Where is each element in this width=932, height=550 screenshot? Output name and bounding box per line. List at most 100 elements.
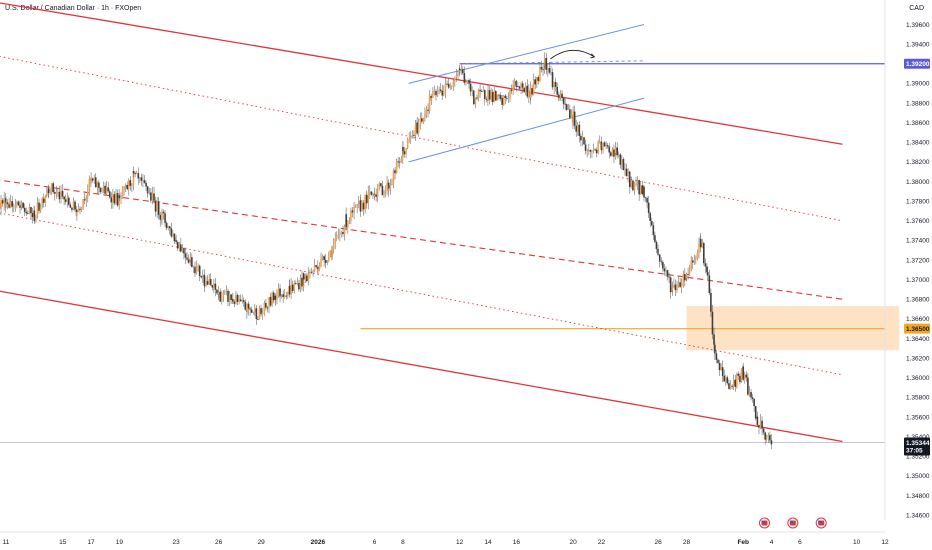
candle xyxy=(244,302,247,310)
candle xyxy=(619,154,622,165)
candle xyxy=(22,202,24,208)
candle xyxy=(721,367,724,376)
candle xyxy=(565,104,568,110)
price-tick-label: 1.37400 xyxy=(906,238,930,245)
candle xyxy=(208,279,210,285)
candle xyxy=(457,74,459,76)
candle xyxy=(156,201,158,212)
candle xyxy=(101,189,103,192)
candle xyxy=(706,272,709,276)
candle xyxy=(444,83,447,91)
candle xyxy=(471,90,473,92)
candle xyxy=(340,232,343,235)
candle xyxy=(536,77,538,85)
candle xyxy=(258,308,261,320)
candle xyxy=(93,177,95,181)
candle xyxy=(663,268,666,272)
candle xyxy=(715,353,718,360)
time-tick-label: 23 xyxy=(173,539,181,546)
candle xyxy=(328,254,330,261)
candle xyxy=(127,180,130,190)
candle xyxy=(409,136,412,139)
candle xyxy=(331,249,333,258)
candle xyxy=(368,191,371,193)
time-tick-label: 4 xyxy=(770,539,774,546)
candle xyxy=(315,265,318,267)
candle xyxy=(461,69,464,74)
price-tick-label: 1.38200 xyxy=(906,159,930,166)
candle xyxy=(720,367,722,371)
candle xyxy=(47,188,50,194)
time-tick-label: 29 xyxy=(258,539,266,546)
time-tick-label: 6 xyxy=(798,539,802,546)
candle xyxy=(232,299,234,302)
candle xyxy=(657,253,659,255)
time-tick-label: 8 xyxy=(401,539,405,546)
candle xyxy=(135,173,138,174)
candle xyxy=(392,170,395,184)
candle xyxy=(280,294,283,297)
candle xyxy=(463,73,466,83)
candle xyxy=(682,274,685,286)
price-tick-label: 1.35200 xyxy=(906,454,930,461)
candle xyxy=(460,69,463,71)
candle xyxy=(172,233,174,237)
candle xyxy=(309,271,311,274)
candle xyxy=(235,294,237,305)
candle xyxy=(38,202,40,211)
candle xyxy=(332,244,335,250)
candle xyxy=(696,252,699,258)
candle xyxy=(759,420,762,428)
price-tick-label: 1.36000 xyxy=(906,375,930,382)
time-tick-label: 15 xyxy=(59,539,67,546)
candle xyxy=(350,210,352,221)
candle xyxy=(405,148,407,155)
price-tick-label: 1.38400 xyxy=(906,140,930,147)
candle xyxy=(413,135,415,136)
candle xyxy=(64,199,67,202)
candle xyxy=(641,185,644,195)
candle xyxy=(242,300,245,303)
candle xyxy=(586,150,589,152)
candle xyxy=(679,282,681,288)
candle xyxy=(691,260,694,263)
candle xyxy=(524,85,527,92)
candle xyxy=(417,124,420,134)
candle xyxy=(348,220,351,222)
candle xyxy=(304,275,307,280)
candle xyxy=(373,194,376,197)
candle xyxy=(383,191,385,196)
candle xyxy=(583,137,585,145)
candle xyxy=(617,154,620,156)
candle xyxy=(334,238,336,245)
candle xyxy=(282,294,284,298)
price-tick-label: 1.39000 xyxy=(906,81,930,88)
candle xyxy=(120,197,122,199)
candle xyxy=(594,149,596,151)
candle xyxy=(558,97,560,101)
candle xyxy=(416,122,418,134)
candle xyxy=(589,150,592,152)
candle xyxy=(71,207,73,210)
candle xyxy=(427,109,429,111)
candle xyxy=(551,72,554,88)
candle xyxy=(610,152,612,156)
candle xyxy=(526,85,529,97)
channel-upper-line xyxy=(0,2,843,145)
price-tick-label: 1.35800 xyxy=(906,395,930,402)
candle xyxy=(99,187,102,192)
candle xyxy=(447,83,450,88)
time-tick-label: 26 xyxy=(215,539,223,546)
candle xyxy=(241,300,243,302)
candle xyxy=(624,168,626,171)
candle xyxy=(192,266,195,268)
candle xyxy=(540,66,543,70)
candle xyxy=(53,192,56,194)
candle xyxy=(326,260,329,264)
candle xyxy=(345,214,348,228)
candle xyxy=(153,193,155,201)
price-tick-label: 1.36400 xyxy=(906,336,930,343)
candle xyxy=(247,303,250,309)
candle xyxy=(465,82,467,84)
